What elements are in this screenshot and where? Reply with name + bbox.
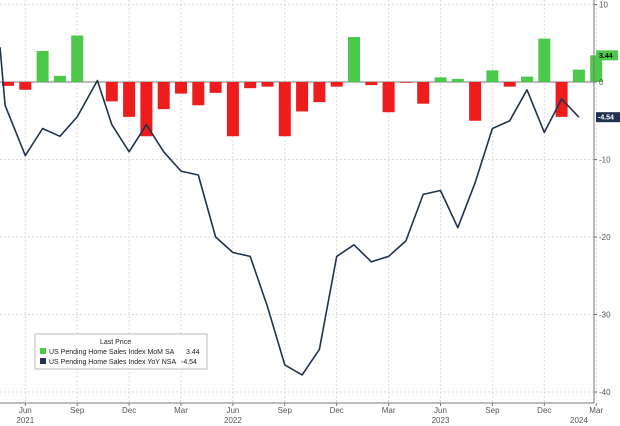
x-tick-label: Mar	[382, 406, 396, 415]
mom-bar	[486, 70, 499, 82]
bars-layer	[2, 35, 603, 137]
x-tick-label: Jun	[434, 406, 447, 415]
x-tick-label: Dec	[537, 406, 551, 415]
x-tick-label: Jun	[226, 406, 239, 415]
mom-bar	[261, 82, 274, 87]
x-tick-label: Mar	[589, 406, 603, 415]
legend-box	[34, 333, 208, 370]
legend-swatch-mom	[40, 348, 46, 354]
mom-bar	[417, 82, 430, 104]
y-tick-label: -30	[599, 311, 611, 320]
mom-bar	[278, 82, 291, 137]
y-tick-label: -10	[599, 156, 611, 165]
legend: Last Price US Pending Home Sales Index M…	[34, 333, 208, 370]
x-tick-label: Mar	[174, 406, 188, 415]
x-year-label: 2024	[570, 416, 588, 425]
mom-bar	[175, 82, 187, 94]
mom-bar	[53, 75, 66, 82]
x-tick-label: Sep	[278, 406, 293, 415]
mom-bar	[521, 76, 533, 82]
mom-bar	[157, 82, 170, 110]
mom-bar	[296, 82, 309, 112]
last-value-mom-badge	[596, 50, 618, 61]
mom-bar	[348, 37, 360, 82]
x-tick-label: Sep	[485, 406, 500, 415]
mom-bar	[244, 82, 257, 89]
mom-bar	[590, 55, 603, 82]
mom-bar	[313, 82, 326, 103]
last-value-yoy-badge	[596, 112, 620, 123]
last-value-mom: 3.44	[596, 50, 618, 61]
x-tick-label: Dec	[330, 406, 344, 415]
legend-label-mom: US Pending Home Sales Index MoM SA	[49, 349, 175, 356]
mom-bar	[451, 78, 464, 82]
legend-title: Last Price	[100, 339, 131, 346]
y-tick-label: 0	[599, 78, 604, 87]
mom-bar	[399, 82, 412, 83]
y-tick-label: -20	[599, 233, 611, 242]
y-axis: 10 0 -10 -20 -30 -40	[594, 1, 611, 397]
mom-bar	[538, 38, 551, 82]
mom-bar	[2, 82, 14, 86]
last-value-mom-label: 3.44	[599, 53, 613, 60]
mom-bar	[71, 35, 84, 82]
mom-bar	[209, 82, 222, 93]
legend-label-yoy: US Pending Home Sales Index YoY NSA	[49, 359, 176, 366]
mom-bar	[226, 82, 239, 137]
mom-bar	[434, 77, 447, 82]
x-year-label: 2022	[224, 416, 242, 425]
mom-bar	[140, 82, 153, 137]
x-year-label: 2021	[16, 416, 34, 425]
mom-bar	[330, 82, 343, 87]
legend-swatch-yoy	[40, 358, 46, 364]
mom-bar	[365, 82, 378, 86]
mom-bar	[105, 82, 118, 102]
legend-value-yoy: -4.54	[181, 359, 197, 366]
legend-value-mom: 3.44	[186, 349, 200, 356]
last-value-yoy: -4.54	[596, 112, 620, 123]
mom-bar	[382, 82, 395, 113]
mom-bar	[36, 51, 49, 82]
x-axis: Jun Sep Dec Mar Jun Sep Dec Mar Jun Sep Dec Mar 2021…	[16, 403, 603, 425]
x-tick-label: Jun	[19, 406, 32, 415]
grid-layer	[0, 0, 597, 403]
mom-bar	[192, 82, 205, 106]
mom-bar	[503, 82, 516, 87]
last-value-yoy-label: -4.54	[598, 115, 614, 122]
mom-bar	[469, 82, 482, 121]
x-year-label: 2023	[432, 416, 450, 425]
y-tick-label: 10	[599, 1, 608, 10]
y-tick-label: -40	[599, 388, 611, 397]
mom-bar	[572, 69, 585, 82]
x-tick-label: Dec	[122, 406, 136, 415]
mom-bar	[123, 82, 136, 117]
mom-bar	[19, 82, 32, 90]
yoy-line-series	[0, 47, 580, 376]
x-tick-label: Sep	[70, 406, 85, 415]
